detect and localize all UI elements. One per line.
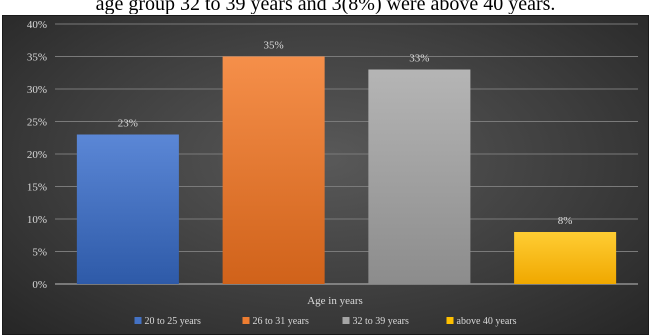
y-tick-label: 30% — [27, 84, 47, 96]
y-tick-label: 20% — [27, 149, 47, 161]
bars — [76, 56, 617, 284]
y-axis-ticks: 0% 5% 10% 15% 20% 25% 30% 35% 40% — [27, 19, 47, 291]
legend-entry: above 40 years — [457, 316, 517, 327]
bar-2 — [222, 56, 325, 284]
data-labels: 23% 35% 33% 8% — [118, 40, 573, 228]
y-tick-label: 25% — [27, 117, 47, 129]
legend-swatch — [134, 317, 142, 324]
data-label: 23% — [118, 118, 138, 130]
legend-swatch — [342, 317, 350, 324]
y-tick-label: 35% — [27, 52, 47, 64]
data-label: 35% — [264, 40, 284, 52]
legend: 20 to 25 years 26 to 31 years 32 to 39 yea… — [134, 316, 517, 327]
caption-text: age group 32 to 39 years and 3(8%) were … — [95, 0, 556, 14]
bar-4 — [514, 232, 617, 284]
y-tick-label: 0% — [32, 279, 47, 291]
bar-chart: 0% 5% 10% 15% 20% 25% 30% 35% 40% 23% 35% 33% 8% Ag… — [27, 19, 638, 327]
legend-entry: 20 to 25 years — [145, 316, 201, 327]
data-label: 33% — [409, 53, 429, 65]
legend-entry: 26 to 31 years — [253, 316, 309, 327]
bar-1 — [76, 134, 179, 284]
legend-swatch — [446, 317, 454, 324]
bar-3 — [368, 69, 471, 284]
y-tick-label: 10% — [27, 214, 47, 226]
y-tick-label: 15% — [27, 182, 47, 194]
chart-area: 0% 5% 10% 15% 20% 25% 30% 35% 40% 23% 35% 33% 8% Ag… — [2, 15, 649, 335]
legend-entry: 32 to 39 years — [353, 316, 409, 327]
y-tick-label: 40% — [27, 19, 47, 31]
x-axis-label: Age in years — [307, 295, 363, 307]
legend-swatch — [242, 317, 250, 324]
y-tick-label: 5% — [32, 247, 47, 259]
data-label: 8% — [558, 215, 573, 227]
